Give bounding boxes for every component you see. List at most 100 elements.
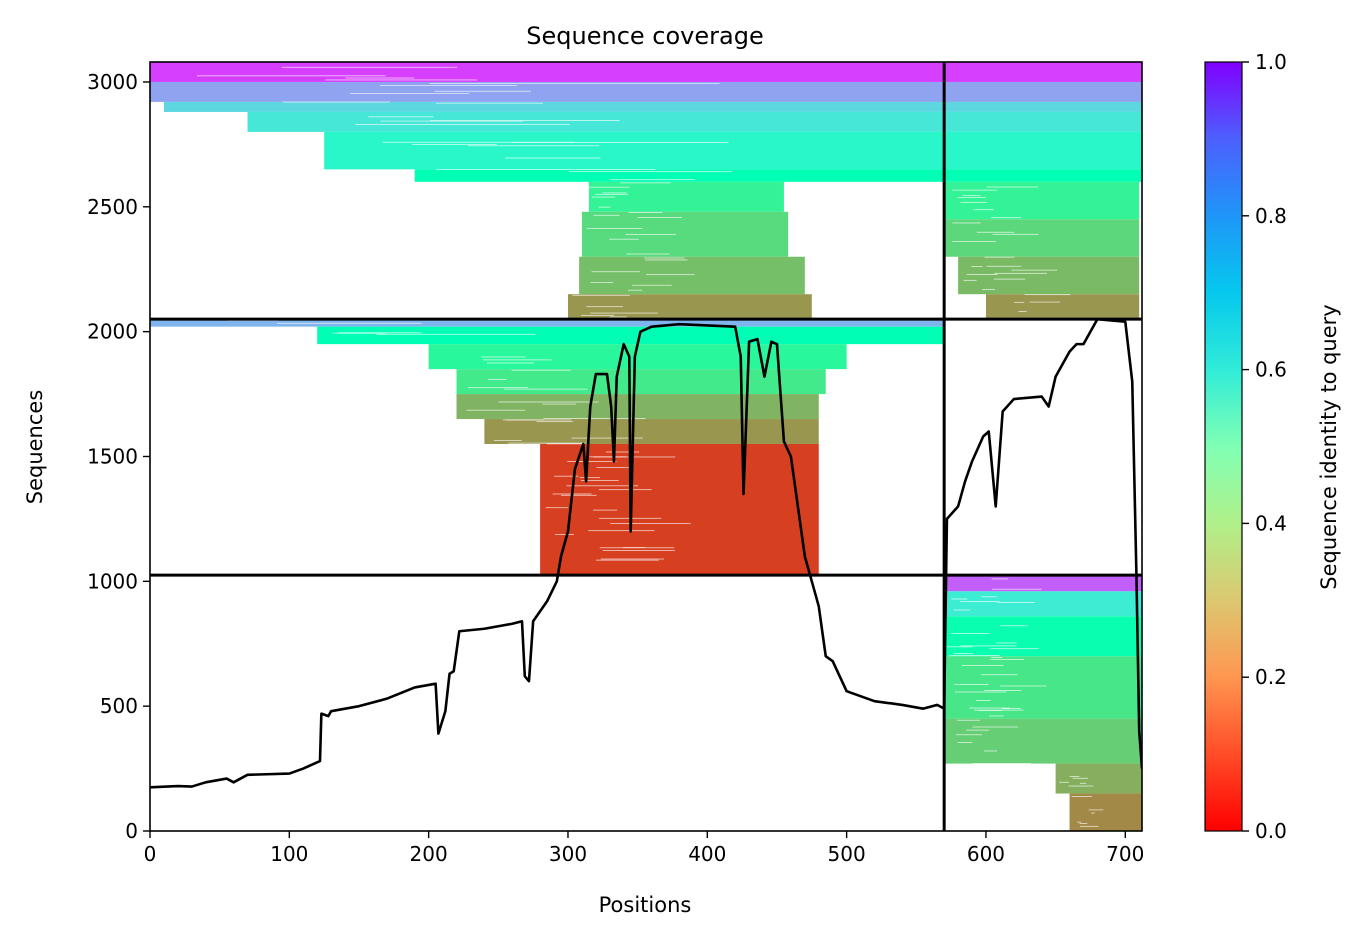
y-tick-label: 1000 xyxy=(87,569,138,593)
coverage-gap xyxy=(1024,294,1071,296)
coverage-gap xyxy=(1077,821,1082,823)
coverage-gap xyxy=(1000,625,1028,627)
coverage-gap xyxy=(600,558,664,560)
block-top-band xyxy=(579,256,805,295)
coverage-gap xyxy=(960,201,988,203)
coverage-gap xyxy=(984,256,1015,258)
coverage-gap xyxy=(960,601,1000,603)
coverage-gap xyxy=(411,144,497,145)
block-middle-band xyxy=(456,369,826,395)
coverage-gap xyxy=(498,401,599,403)
coverage-gap xyxy=(430,120,620,121)
coverage-gap xyxy=(598,489,652,491)
coverage-gap xyxy=(962,195,981,196)
block-middle-band xyxy=(540,444,819,576)
coverage-gap xyxy=(1068,785,1094,787)
coverage-gap xyxy=(542,403,576,405)
coverage-gap xyxy=(545,507,569,509)
block-bottom-band xyxy=(944,591,1142,617)
coverage-gap xyxy=(984,750,997,752)
coverage-gap xyxy=(994,272,1048,274)
y-tick-label: 0 xyxy=(125,819,138,843)
coverage-gap xyxy=(602,192,627,194)
coverage-gap xyxy=(588,186,630,188)
coverage-gap xyxy=(590,312,658,314)
coverage-gap xyxy=(482,359,552,361)
coverage-gap xyxy=(949,655,1000,656)
coverage-gap xyxy=(590,282,614,283)
coverage-gap xyxy=(595,193,629,195)
coverage-gap xyxy=(493,440,522,441)
coverage-gap xyxy=(435,102,543,104)
coverage-gap xyxy=(599,547,675,549)
coverage-gap xyxy=(581,314,615,316)
coverage-gap xyxy=(961,664,1004,666)
coverage-gap xyxy=(972,726,1019,728)
block-bottom-band xyxy=(944,616,1142,657)
coverage-gap xyxy=(989,659,1024,660)
coverage-gap xyxy=(984,690,1022,691)
x-tick-label: 300 xyxy=(549,842,587,866)
coverage-gap xyxy=(609,238,639,240)
coverage-gap xyxy=(626,253,670,255)
block-middle-band xyxy=(484,419,819,445)
block-top-band xyxy=(985,294,1140,320)
coverage-gap xyxy=(644,257,685,259)
coverage-gap xyxy=(512,142,729,143)
coverage-gap xyxy=(1069,776,1080,777)
coverage-gap xyxy=(338,332,422,334)
coverage-gap xyxy=(380,120,524,122)
coverage-gap xyxy=(982,289,996,290)
coverage-gap xyxy=(966,274,998,275)
coverage-gap xyxy=(625,234,677,235)
coverage-gap xyxy=(1072,777,1089,779)
coverage-gap xyxy=(571,437,643,439)
coverage-gap xyxy=(1088,809,1104,811)
coverage-gap xyxy=(953,609,971,611)
coverage-gap xyxy=(969,707,1010,709)
y-tick-label: 500 xyxy=(100,694,138,718)
x-tick-label: 200 xyxy=(410,842,448,866)
block-middle-band xyxy=(456,394,819,420)
coverage-gap xyxy=(598,206,611,208)
colorbar-tick-label: 0.8 xyxy=(1255,204,1287,228)
coverage-gap xyxy=(349,92,470,94)
coverage-gap xyxy=(1011,269,1058,271)
coverage-gap xyxy=(951,241,997,243)
coverage-gap xyxy=(644,259,688,261)
coverage-gap xyxy=(996,642,1017,644)
coverage-gap xyxy=(536,421,574,423)
coverage-gap xyxy=(955,691,1007,693)
coverage-gap xyxy=(467,387,529,389)
coverage-gap xyxy=(957,742,973,743)
coverage-gap xyxy=(345,77,415,79)
coverage-gap xyxy=(282,101,390,103)
coverage-gap xyxy=(325,79,477,81)
coverage-gap xyxy=(281,66,458,68)
coverage-gap xyxy=(974,709,1024,711)
x-axis: 0 100 200 300 400 500 600 700 xyxy=(144,831,1144,866)
coverage-gap xyxy=(436,169,656,170)
coverage-gap xyxy=(966,729,989,731)
coverage-gap xyxy=(991,657,1003,658)
colorbar-tick-label: 0.4 xyxy=(1255,511,1287,535)
coverage-gap xyxy=(1079,823,1088,824)
coverage-gap xyxy=(380,85,517,86)
coverage-gap xyxy=(487,379,507,380)
colorbar-label: Sequence identity to query xyxy=(1317,304,1341,589)
x-tick-label: 400 xyxy=(688,842,726,866)
coverage-gap xyxy=(572,294,630,296)
coverage-gap xyxy=(586,306,624,308)
coverage-gap xyxy=(1079,825,1099,827)
coverage-gap xyxy=(375,333,536,335)
coverage-gap xyxy=(543,418,646,419)
coverage-gap xyxy=(580,480,619,481)
x-tick-label: 0 xyxy=(144,842,157,866)
coverage-gap xyxy=(1018,311,1027,313)
block-middle-band xyxy=(317,326,945,345)
coverage-gap xyxy=(593,214,620,216)
y-axis: 0 500 1000 1500 2000 2500 3000 xyxy=(87,70,150,843)
y-tick-label: 1500 xyxy=(87,444,138,468)
coverage-gap xyxy=(355,123,570,125)
